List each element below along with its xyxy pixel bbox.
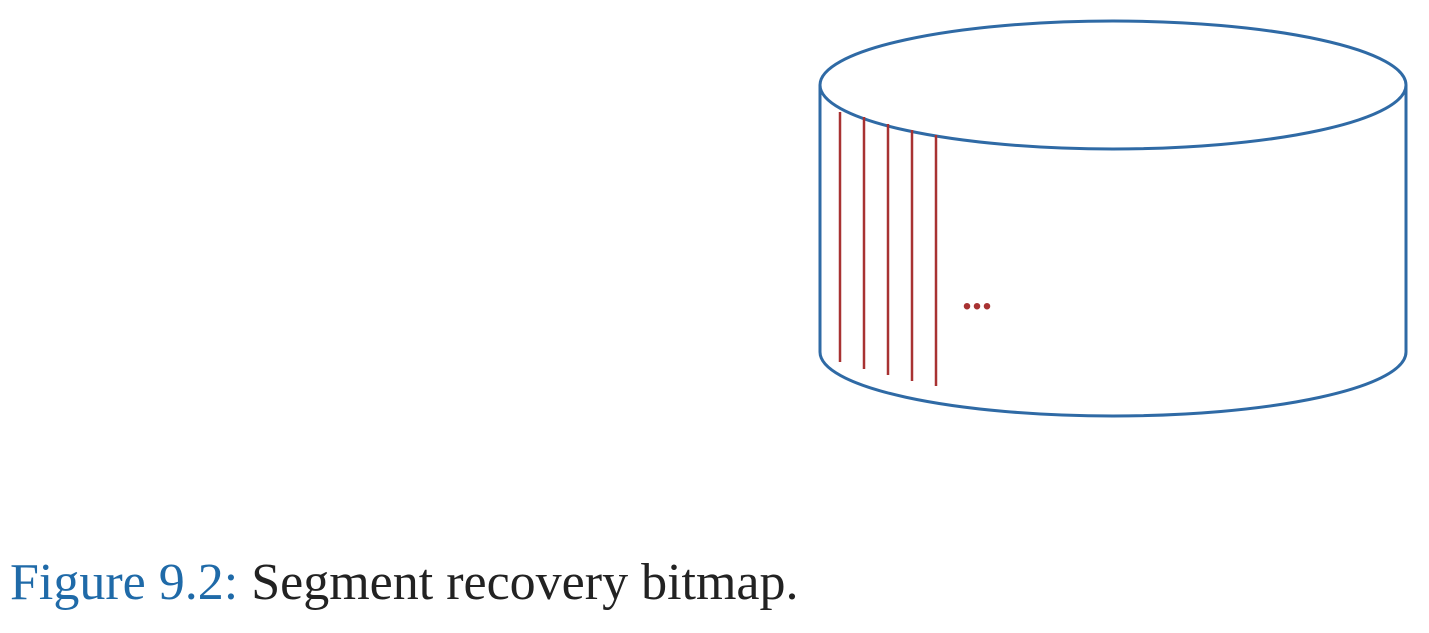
cylinder-bottom-arc (818, 351, 1408, 418)
figure-caption: Figure 9.2: Segment recovery bitmap. (10, 548, 799, 618)
figure-caption-text: Segment recovery bitmap. (251, 554, 799, 611)
cylinder-top-ellipse (818, 19, 1408, 151)
disk-cylinder-diagram: ... (818, 19, 1408, 418)
segment-lines (838, 112, 938, 386)
figure-caption-label: Figure 9.2: (10, 554, 239, 611)
segment-ellipsis: ... (962, 273, 992, 318)
cylinder-body (818, 19, 1408, 418)
